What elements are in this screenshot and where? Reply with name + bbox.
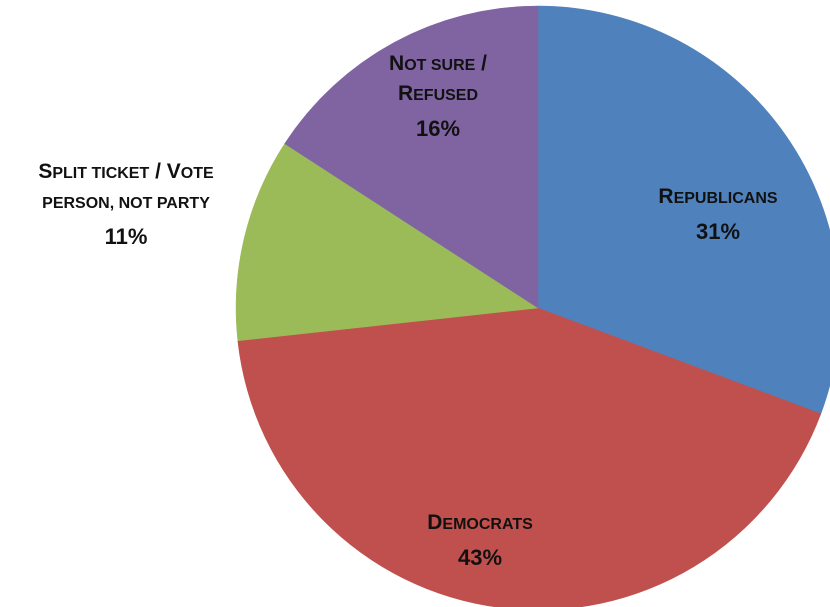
slice-label-2-line-0: SPLIT TICKET / VOTE: [38, 160, 214, 183]
slice-value-label-1: 43%: [458, 545, 502, 570]
pie-slice-1: [237, 307, 822, 607]
slice-label-1-line-0: DEMOCRATS: [427, 511, 533, 534]
pie-labels: REPUBLICANS 31% DEMOCRATS 43% SPLIT TICKET /…: [38, 52, 778, 570]
pie-slice-3: [284, 5, 539, 309]
pie-slices: [235, 5, 830, 607]
slice-label-2-line-1: PERSON, NOT PARTY: [42, 195, 210, 212]
slice-value-label-0: 31%: [696, 219, 740, 244]
pie-slice-0: [537, 5, 830, 415]
slice-label-3-line-1: REFUSED: [398, 82, 478, 105]
slice-value-label-3: 16%: [416, 116, 460, 141]
slice-label-3-line-0: NOT SURE /: [389, 52, 487, 75]
pie-slice-2: [235, 143, 539, 342]
slice-label-0-line-0: REPUBLICANS: [658, 185, 778, 208]
slice-value-label-2: 11%: [105, 224, 148, 249]
